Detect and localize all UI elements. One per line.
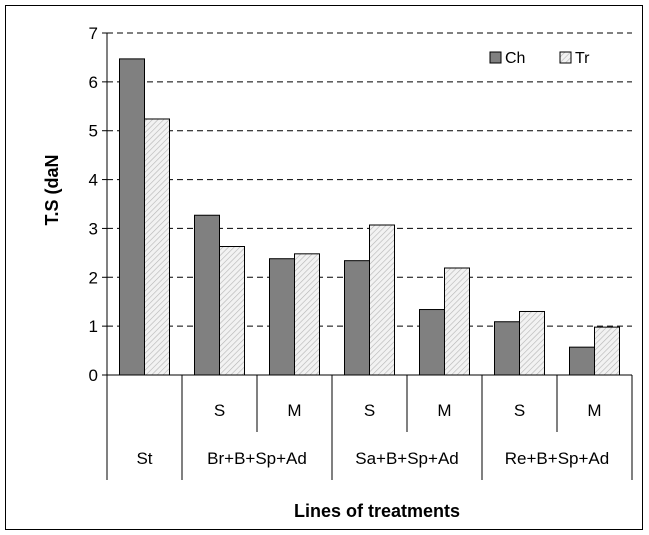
y-tick-label: 0: [89, 366, 98, 385]
x-category-label: S: [214, 401, 225, 420]
legend-label-ch: Ch: [505, 50, 525, 67]
x-category-label: M: [587, 401, 601, 420]
y-tick-labels: 0 1 2 3 4 5 6 7: [89, 24, 98, 385]
x-group-label: St: [136, 449, 152, 468]
legend: Ch Tr: [489, 50, 590, 67]
legend-label-tr: Tr: [575, 50, 590, 67]
y-axis-title: T.S (daN: [42, 154, 62, 225]
axes: [106, 33, 633, 480]
chart-frame: [5, 5, 643, 530]
x-axis-title: Lines of treatments: [294, 501, 460, 521]
x-category-label: S: [364, 401, 375, 420]
bar-ch: [344, 260, 370, 376]
x-category-label: M: [287, 401, 301, 420]
bar-tr: [369, 224, 395, 376]
bar-ch: [119, 58, 145, 376]
bar-tr: [219, 246, 245, 376]
bar-ch: [419, 309, 445, 376]
bar-ch: [194, 214, 220, 376]
bar-tr: [594, 326, 620, 376]
y-tick-label: 6: [89, 73, 98, 92]
x-category-label: S: [514, 401, 525, 420]
y-tick-label: 7: [89, 24, 98, 43]
legend-swatch-tr: [559, 51, 572, 64]
x-group-label: Br+B+Sp+Ad: [207, 449, 307, 468]
bar-tr: [294, 253, 320, 376]
bar-tr: [519, 310, 545, 376]
y-tick-label: 3: [89, 219, 98, 238]
bars: [119, 58, 620, 376]
bar-ch: [269, 258, 295, 376]
bar-tr: [144, 118, 170, 376]
y-tick-label: 5: [89, 122, 98, 141]
x-group-label: Sa+B+Sp+Ad: [355, 449, 459, 468]
y-tick-label: 4: [89, 171, 98, 190]
bar-ch: [569, 346, 595, 376]
y-tick-label: 2: [89, 268, 98, 287]
y-tick-label: 1: [89, 317, 98, 336]
legend-swatch-ch: [489, 51, 502, 64]
x-group-label: Re+B+Sp+Ad: [505, 449, 609, 468]
x-category-label: M: [437, 401, 451, 420]
x-category-labels: S M S M S M St Br+B+Sp+Ad Sa+B+Sp+Ad Re+B+Sp+Ad: [136, 401, 609, 468]
bar-tr: [444, 267, 470, 376]
bar-ch: [494, 321, 520, 376]
